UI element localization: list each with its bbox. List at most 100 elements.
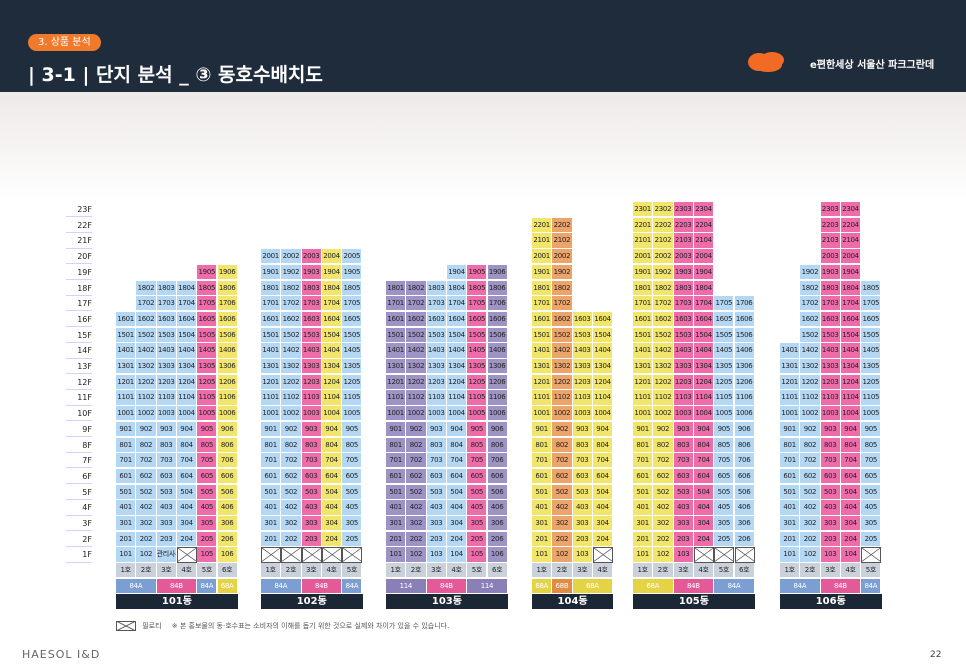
unit-cell: 404 (840, 500, 862, 516)
unit-cell: 902 (800, 421, 821, 438)
unit-cell: 305 (467, 516, 488, 532)
unit-cell: 1203 (673, 374, 694, 390)
unit-cell: 1001 (116, 406, 137, 422)
unit-cell: 502 (136, 484, 157, 500)
unit-cell: 601 (386, 468, 407, 485)
legend: 필로티 ※ 본 홍보물의 동·호수표는 소비자의 이해를 돕기 위한 것으로 실… (116, 621, 449, 631)
unit-cell: 1901 (532, 264, 553, 281)
unit-cell: 1405 (861, 343, 882, 359)
unit-cell: 1804 (446, 280, 468, 296)
unit-cell: 704 (840, 453, 862, 469)
unit-cell: 1202 (552, 374, 573, 390)
unit-cell: 703 (301, 453, 322, 469)
unit-cell: 706 (734, 453, 755, 469)
unit-cell: 105 (467, 547, 488, 563)
unit-cell: 403 (820, 500, 841, 516)
unit-cell: 403 (673, 500, 694, 516)
unit-cell: 1705 (861, 296, 882, 312)
unit-cell: 1304 (321, 359, 343, 375)
unit-cell: 804 (446, 437, 468, 453)
floor-label: 8F (66, 438, 92, 453)
unit-cell: 501 (633, 484, 654, 500)
unit-cell: 2101 (633, 233, 654, 249)
unit-cell: 1103 (426, 390, 447, 406)
unit-cell: 102 (653, 547, 674, 563)
unit-cell: 401 (532, 500, 553, 516)
unit-cell: 1005 (861, 406, 882, 422)
unit-cell: 201 (261, 531, 282, 547)
unit-cell: 1802 (406, 280, 427, 296)
unit-cell: 1003 (673, 406, 694, 422)
unit-cell: 402 (653, 500, 674, 516)
line-label: 1호 (116, 563, 137, 579)
unit-cell: 1103 (572, 390, 593, 406)
unit-cell: 805 (342, 437, 363, 453)
unit-cell: 1505 (714, 327, 735, 343)
unit-cell: 403 (156, 500, 177, 516)
unit-cell: 805 (197, 437, 218, 453)
unit-cell: 1704 (446, 296, 468, 312)
unit-cell: 103 (426, 547, 447, 563)
unit-cell: 2203 (820, 217, 841, 233)
unit-cell: 506 (734, 484, 755, 500)
unit-cell: 105 (197, 547, 218, 563)
unit-cell: 201 (633, 531, 654, 547)
line-label: 4호 (693, 563, 715, 579)
unit-cell: 805 (467, 437, 488, 453)
unit-cell: 1406 (487, 343, 508, 359)
unit-cell: 802 (800, 437, 821, 453)
unit-cell: 1002 (136, 406, 157, 422)
unit-cell: 1902 (800, 264, 821, 281)
unit-cell: 1604 (840, 311, 862, 328)
unit-cell: 1402 (653, 343, 674, 359)
line-label: 5호 (861, 563, 882, 579)
unit-cell: 1106 (487, 390, 508, 406)
unit-cell: 305 (714, 516, 735, 532)
unit-cell: 1703 (820, 296, 841, 312)
unit-cell: 1404 (592, 343, 614, 359)
unit-cell: 503 (156, 484, 177, 500)
pilotis-cell (342, 547, 363, 563)
unit-cell: 1203 (156, 374, 177, 390)
unit-cell: 903 (673, 421, 694, 438)
unit-cell: 1505 (467, 327, 488, 343)
unit-cell: 604 (176, 468, 198, 485)
unit-cell: 405 (714, 500, 735, 516)
unit-cell: 1802 (552, 280, 573, 296)
unit-cell: 403 (426, 500, 447, 516)
unit-cell: 1306 (217, 359, 238, 375)
line-label: 3호 (572, 563, 593, 579)
unit-cell: 1003 (301, 406, 322, 422)
unit-cell: 1904 (446, 264, 468, 281)
unit-cell: 603 (426, 468, 447, 485)
unit-cell: 1401 (532, 343, 553, 359)
unit-cell: 401 (261, 500, 282, 516)
unit-cell: 2104 (693, 233, 715, 249)
unit-cell: 302 (281, 516, 302, 532)
floor-label: 6F (66, 469, 92, 485)
unit-cell: 204 (176, 531, 198, 547)
unit-cell: 1503 (572, 327, 593, 343)
unit-cell: 1702 (281, 296, 302, 312)
unit-cell: 1401 (780, 343, 801, 359)
unit-cell: 702 (552, 453, 573, 469)
unit-cell: 706 (487, 453, 508, 469)
type-label: 68A (532, 578, 553, 595)
unit-cell: 101 (532, 547, 553, 563)
unit-cell: 1902 (552, 264, 573, 281)
unit-cell: 405 (467, 500, 488, 516)
unit-cell: 1102 (653, 390, 674, 406)
unit-cell: 305 (342, 516, 363, 532)
background-band (0, 92, 966, 202)
pilotis-cell (693, 547, 715, 563)
type-label: 68A (572, 578, 614, 595)
unit-cell: 206 (217, 531, 238, 547)
unit-cell: 1002 (800, 406, 821, 422)
unit-cell: 101 (386, 547, 407, 563)
unit-cell: 1103 (673, 390, 694, 406)
unit-cell: 702 (281, 453, 302, 469)
unit-cell: 502 (281, 484, 302, 500)
unit-cell: 1705 (467, 296, 488, 312)
unit-cell: 1205 (342, 374, 363, 390)
unit-cell: 903 (156, 421, 177, 438)
